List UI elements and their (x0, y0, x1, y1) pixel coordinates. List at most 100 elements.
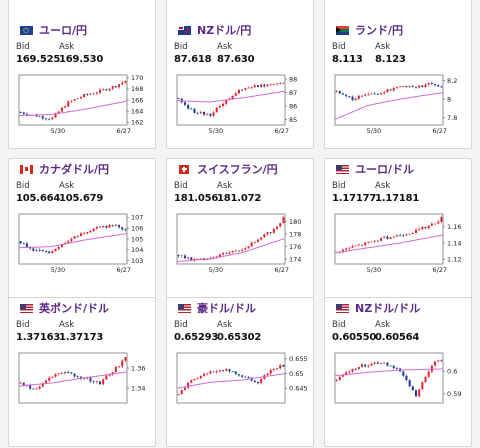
candle-body (193, 378, 196, 381)
candle-body (83, 378, 86, 380)
candle-body (266, 373, 269, 376)
candle-body (67, 101, 70, 107)
price-chart: 180 178 176 174 5/30 6/27 (176, 213, 301, 274)
candle-body (225, 369, 228, 371)
currency-pair-link[interactable]: ユーロ/ドル (355, 163, 415, 176)
candle-body (57, 247, 60, 249)
us-flag-icon (336, 303, 349, 313)
y-tick-label: 87 (289, 89, 297, 97)
candle-body (430, 365, 433, 372)
candle-body (414, 229, 418, 233)
candle-body (22, 243, 25, 244)
us-flag-icon (20, 303, 33, 313)
candle-body (209, 113, 212, 116)
card-title-row: ユーロ/円 (20, 22, 87, 38)
candle-body (272, 369, 275, 371)
candle-body (234, 371, 237, 375)
candle-body (212, 257, 215, 259)
currency-pair-link[interactable]: 豪ドル/ドル (197, 302, 257, 315)
candle-body (383, 92, 386, 94)
bid-value: 8.113 (332, 54, 363, 65)
candle-body (215, 107, 218, 113)
candle-body (89, 377, 92, 382)
price-chart: 170 168 166 164 162 5/30 6/27 (18, 74, 143, 135)
candle-body (430, 223, 433, 226)
currency-pair-link[interactable]: カナダドル/円 (39, 163, 110, 176)
currency-pair-link[interactable]: ユーロ/円 (39, 24, 88, 37)
candle-body (241, 249, 244, 251)
candle-body (427, 371, 430, 377)
ask-value: 181.072 (217, 193, 262, 204)
candle-body (79, 97, 82, 99)
candle-body (373, 93, 376, 95)
ask-label: Ask (59, 42, 75, 52)
candle-body (38, 386, 41, 389)
candle-body (54, 248, 57, 252)
candle-body (111, 372, 114, 375)
candle-body (376, 240, 379, 242)
bid-label: Bid (16, 42, 30, 52)
candle-body (111, 86, 114, 89)
candle-body (351, 368, 354, 372)
y-tick-label: 88 (289, 75, 297, 83)
candle-body (269, 232, 272, 234)
candle-body (199, 111, 202, 113)
moving-average-line (176, 237, 286, 262)
candle-body (437, 360, 440, 362)
candle-body (44, 251, 48, 252)
chart-frame (18, 213, 128, 265)
rate-card[interactable]: 豪ドル/ドル Bid Ask 0.65293 0.65302 0.655 0.65 0.645 (166, 297, 314, 447)
candle-body (22, 382, 25, 386)
candle-body (282, 364, 285, 367)
y-tick-label: 0.65 (289, 370, 303, 378)
rate-card[interactable]: ユーロ/円 Bid Ask 169.525 169.530 170 168 166 164 162… (8, 0, 156, 149)
candle-body (19, 241, 22, 244)
candle-body (360, 364, 364, 367)
candle-body (411, 386, 414, 391)
moving-average-line (176, 90, 286, 103)
currency-pair-link[interactable]: NZドル/ドル (355, 302, 421, 315)
candle-body (67, 372, 70, 373)
rate-card[interactable]: スイスフラン/円 Bid Ask 181.056 181.072 180 178 176 174… (166, 158, 314, 308)
candle-body (389, 89, 392, 91)
candle-body (70, 238, 73, 242)
candle-body (196, 112, 199, 114)
ask-value: 105.679 (59, 193, 104, 204)
bid-label: Bid (16, 181, 30, 191)
ch-flag-icon (178, 164, 191, 174)
rate-card[interactable]: NZドル/円 Bid Ask 87.618 87.630 88 87 86 85 5/30 6/27 (166, 0, 314, 149)
candle-body (73, 236, 76, 239)
candle-body (345, 94, 348, 97)
candle-body (187, 382, 190, 388)
candle-body (437, 221, 440, 224)
moving-average-line (334, 368, 444, 377)
currency-pair-link[interactable]: 英ポンド/ドル (39, 302, 110, 315)
currency-pair-link[interactable]: ランド/円 (355, 24, 404, 37)
candle-body (367, 241, 370, 243)
bid-value: 0.60550 (332, 332, 377, 343)
price-chart: 0.655 0.65 0.645 (176, 352, 308, 404)
currency-pair-link[interactable]: NZドル/円 (197, 24, 252, 37)
rate-card[interactable]: 英ポンド/ドル Bid Ask 1.37163 1.37173 1.36 1.34 (8, 297, 156, 447)
candle-body (367, 94, 370, 96)
rate-card[interactable]: ユーロ/ドル Bid Ask 1.17177 1.17181 1.16 1.14 1.12 5/… (324, 158, 472, 308)
ask-value: 87.630 (217, 54, 255, 65)
candle-body (108, 374, 111, 376)
candle-body (424, 376, 427, 383)
rate-card[interactable]: ランド/円 Bid Ask 8.113 8.123 8.2 8 7.8 5/30 6/27 (324, 0, 472, 149)
rate-card[interactable]: NZドル/ドル Bid Ask 0.60550 0.60564 0.6 0.59 (324, 297, 472, 447)
candle-body (228, 252, 231, 254)
x-tick-label: 5/30 (209, 127, 224, 135)
candle-body (244, 248, 247, 250)
candle-body (102, 225, 105, 227)
candle-body (89, 93, 92, 95)
chart-frame (176, 74, 286, 126)
candle-body (25, 243, 28, 248)
candle-body (193, 108, 196, 113)
ask-value: 1.17181 (375, 193, 420, 204)
candle-body (177, 394, 180, 395)
candle-body (76, 376, 79, 378)
y-tick-label: 0.645 (289, 385, 308, 393)
currency-pair-link[interactable]: スイスフラン/円 (197, 163, 278, 176)
rate-card[interactable]: カナダドル/円 Bid Ask 105.664 105.679 107 106 105 104 1… (8, 158, 156, 308)
